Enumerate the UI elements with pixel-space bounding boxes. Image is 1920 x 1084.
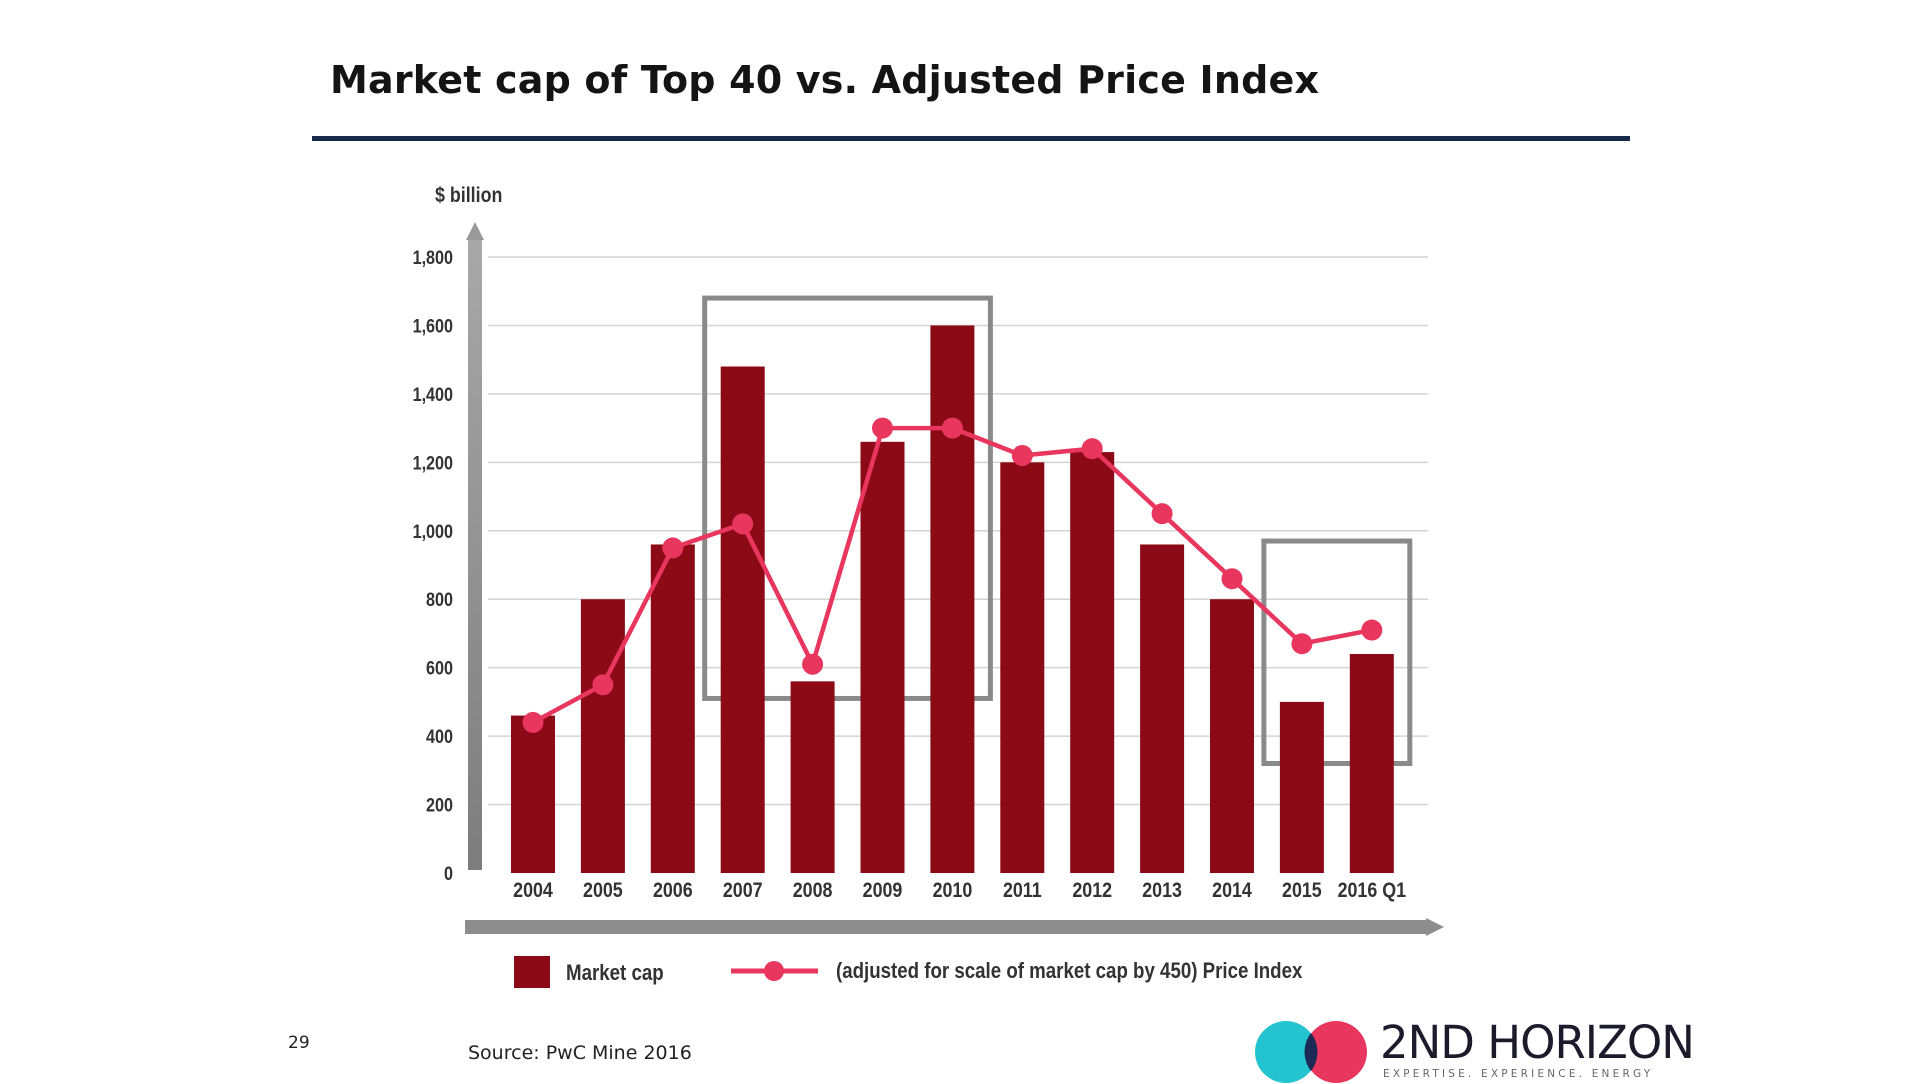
y-tick-label: 1,000 (413, 521, 454, 543)
y-tick-label: 1,600 (413, 315, 454, 337)
legend-label-price-index: (adjusted for scale of market cap by 450… (836, 960, 1303, 984)
bar (511, 715, 555, 873)
x-tick-label: 2006 (653, 879, 693, 903)
x-axis-arrowhead (1426, 918, 1444, 936)
price-index-point (732, 513, 754, 535)
bar (1000, 462, 1045, 873)
x-tick-label: 2011 (1003, 879, 1042, 903)
x-tick-label: 2016 Q1 (1338, 879, 1407, 903)
price-index-point (1081, 438, 1103, 460)
highlight-box (1261, 538, 1413, 766)
source-note: Source: PwC Mine 2016 (468, 1042, 692, 1064)
bar (790, 681, 835, 873)
price-index-point (522, 711, 544, 733)
y-tick-label: 400 (426, 726, 453, 748)
logo-circles-icon (1255, 1021, 1367, 1083)
price-index-point (1151, 503, 1173, 525)
y-tick-label: 1,200 (413, 452, 454, 474)
price-index-point (1361, 619, 1383, 641)
bar (650, 544, 695, 873)
bar (1210, 599, 1254, 873)
y-tick-label: 800 (426, 589, 453, 611)
x-tick-label: 2014 (1212, 879, 1252, 903)
bar (1140, 544, 1185, 873)
bar-series (511, 325, 1394, 873)
bar (1279, 701, 1324, 873)
y-tick-label: 1,800 (413, 247, 454, 269)
bar (580, 599, 625, 873)
price-index-point (1291, 633, 1313, 655)
axis-labels: 0 200 400 600 800 1,000 1,200 1,400 1,600 1,800 $ … (413, 184, 1407, 903)
line-series (522, 417, 1383, 733)
x-tick-label: 2010 (933, 879, 973, 903)
y-tick-label: 200 (426, 794, 453, 816)
highlight-box (702, 295, 993, 701)
highlight-boxes (702, 295, 1413, 766)
page-number: 29 (288, 1033, 310, 1053)
price-index-point (1221, 568, 1243, 590)
price-index-point (941, 417, 963, 439)
legend-swatch-market-cap (514, 956, 550, 988)
logo-name: 2ND HORIZON (1380, 1016, 1695, 1069)
y-tick-label: 1,400 (413, 384, 454, 406)
x-tick-label: 2015 (1282, 879, 1322, 903)
x-tick-label: 2004 (513, 879, 553, 903)
legend: Market cap (adjusted for scale of market … (514, 956, 1303, 988)
bar (930, 325, 975, 873)
x-tick-label: 2013 (1142, 879, 1182, 903)
y-axis-arrowhead (466, 222, 484, 240)
bar (1070, 452, 1115, 873)
x-tick-label: 2007 (723, 879, 763, 903)
bar (860, 441, 905, 873)
x-axis-bar (465, 920, 1428, 934)
legend-swatch-point (764, 961, 784, 981)
x-tick-label: 2009 (863, 879, 903, 903)
company-logo: 2ND HORIZON EXPERTISE. EXPERIENCE. ENERG… (1252, 1012, 1695, 1084)
x-tick-label: 2008 (793, 879, 833, 903)
price-index-point (592, 674, 614, 696)
axes (465, 222, 1444, 936)
x-tick-label: 2005 (583, 879, 623, 903)
x-tick-label: 2012 (1072, 879, 1112, 903)
price-index-point (662, 537, 684, 559)
price-index-point (1011, 444, 1033, 466)
bar (720, 366, 765, 873)
market-cap-chart: 0 200 400 600 800 1,000 1,200 1,400 1,600 1,800 $ … (413, 184, 1444, 988)
price-index-point (802, 653, 824, 675)
slide-title: Market cap of Top 40 vs. Adjusted Price … (330, 58, 1320, 102)
y-axis-bar (468, 240, 482, 870)
y-tick-label: 600 (426, 657, 453, 679)
logo-tagline: EXPERTISE. EXPERIENCE. ENERGY (1383, 1068, 1654, 1080)
y-axis-label: $ billion (435, 184, 502, 208)
title-rule (312, 136, 1630, 141)
y-tick-label: 0 (444, 863, 453, 885)
legend-label-market-cap: Market cap (566, 962, 664, 986)
bar (1349, 653, 1394, 873)
price-index-point (872, 417, 893, 439)
